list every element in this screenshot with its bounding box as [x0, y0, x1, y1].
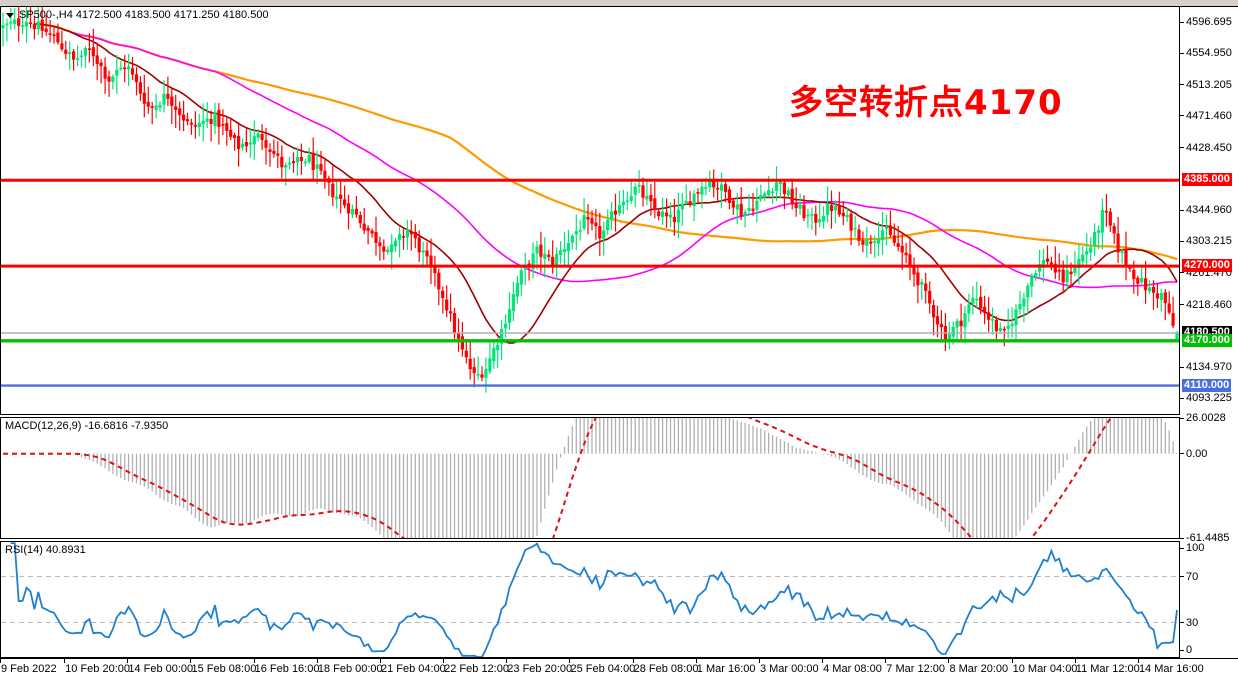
rsi-axis[interactable]: 100 70 30 0 [1180, 541, 1238, 658]
rsi-axis-tick: 30 [1180, 616, 1199, 629]
time-axis-tick [758, 659, 760, 663]
time-axis-label: 11 Mar 12:00 [1075, 663, 1140, 675]
price-axis-tick: 4471.460 [1180, 109, 1232, 122]
time-axis-label: 9 Feb 2022 [1, 663, 57, 675]
time-axis-tick [0, 659, 1, 663]
time-axis-tick [379, 659, 381, 663]
macd-label: MACD(12,26,9) -16.6816 -7.9350 [5, 420, 169, 432]
chart-annotation-text: 多空转折点4170 [789, 83, 1063, 123]
rsi-axis-tick-label: 30 [1186, 616, 1199, 629]
price-axis-tick: 4513.205 [1180, 78, 1232, 91]
time-axis-label: 3 Mar 00:00 [759, 663, 819, 675]
chart-menu-triangle-icon[interactable] [6, 13, 14, 18]
time-axis-label: 14 Feb 00:00 [128, 663, 194, 675]
price-axis-tick-label: 4093.225 [1186, 392, 1232, 405]
symbol-ohlc-label: SP500-,H4 4172.500 4183.500 4171.250 418… [19, 9, 269, 21]
price-axis-tick-label: 4261.470 [1186, 266, 1232, 279]
time-axis-tick [822, 659, 824, 663]
macd-panel[interactable]: MACD(12,26,9) -16.6816 -7.9350 [0, 417, 1180, 539]
price-axis-tick: 4218.460 [1180, 298, 1232, 311]
time-axis-tick [1137, 659, 1139, 663]
macd-axis-tick: 0.00 [1180, 447, 1208, 460]
price-axis[interactable]: 4596.695 4554.950 4513.205 4471.460 4428.450… [1180, 6, 1238, 415]
price-axis-tick: 4428.450 [1180, 141, 1232, 154]
rsi-axis-tick: 0 [1180, 644, 1193, 656]
time-axis-label: 10 Mar 04:00 [1012, 663, 1078, 675]
time-axis-tick [64, 659, 66, 663]
price-axis-tick-label: 4303.215 [1186, 235, 1232, 248]
rsi-axis-tick-label: 0 [1186, 644, 1193, 656]
time-axis-label: 25 Feb 04:00 [570, 663, 636, 675]
macd-svg [3, 418, 1178, 538]
price-axis-tick-label: 4218.460 [1186, 298, 1232, 311]
price-axis-tick: 4093.225 [1180, 392, 1232, 405]
price-level-badge[interactable]: 4385.000 [1182, 173, 1232, 187]
price-axis-tick: 4134.970 [1180, 360, 1232, 373]
time-axis-label: 8 Mar 20:00 [949, 663, 1009, 675]
macd-axis-tick-label: 26.0028 [1186, 412, 1226, 424]
time-axis-tick [190, 659, 192, 663]
rsi-axis-tick: 100 [1180, 542, 1205, 554]
price-axis-tick: 4261.470 [1180, 266, 1232, 279]
time-axis-tick [316, 659, 318, 663]
time-axis-tick [885, 659, 887, 663]
time-axis-tick [1011, 659, 1013, 663]
price-candlestick-svg [1, 7, 1179, 393]
price-axis-tick-label: 4596.695 [1186, 16, 1232, 29]
time-axis-tick [443, 659, 445, 663]
time-axis-label: 4 Mar 08:00 [823, 663, 882, 675]
macd-axis-tick: -61.4485 [1180, 532, 1230, 544]
rsi-label: RSI(14) 40.8931 [5, 544, 86, 556]
time-axis-tick [632, 659, 634, 663]
macd-axis[interactable]: 26.0028 0.00 -61.4485 [1180, 413, 1238, 544]
time-axis-label: 10 Feb 20:00 [65, 663, 130, 675]
time-axis-tick [948, 659, 950, 663]
rsi-panel[interactable]: RSI(14) 40.8931 [0, 541, 1180, 658]
rsi-svg [1, 542, 1179, 657]
price-axis-tick: 4303.215 [1180, 235, 1232, 248]
time-axis-label: 7 Mar 12:00 [886, 663, 945, 675]
time-axis-tick [253, 659, 255, 663]
time-axis-label: 15 Feb 08:00 [191, 663, 257, 675]
price-axis-tick-label: 4344.960 [1186, 204, 1232, 217]
macd-axis-tick: 26.0028 [1180, 412, 1226, 424]
price-axis-tick-label: 4513.205 [1186, 78, 1232, 91]
macd-axis-tick-label: -61.4485 [1186, 532, 1230, 544]
time-axis-label: 14 Mar 16:00 [1138, 663, 1204, 675]
price-axis-tick: 4554.950 [1180, 47, 1232, 60]
time-axis-tick [695, 659, 697, 663]
price-axis-tick: 4344.960 [1180, 204, 1232, 217]
price-axis-tick-label: 4428.450 [1186, 141, 1232, 154]
rsi-axis-tick-label: 100 [1186, 542, 1205, 554]
rsi-axis-tick: 70 [1180, 570, 1199, 583]
time-axis-label: 21 Feb 04:00 [380, 663, 446, 675]
time-axis-label: 18 Feb 00:00 [317, 663, 383, 675]
rsi-axis-tick-label: 70 [1186, 570, 1199, 583]
time-axis-label: 28 Feb 08:00 [633, 663, 699, 675]
time-axis-label: 22 Feb 12:00 [444, 663, 509, 675]
price-chart-panel[interactable]: SP500-,H4 4172.500 4183.500 4171.250 418… [0, 6, 1180, 415]
time-axis-label: 23 Feb 20:00 [507, 663, 573, 675]
time-axis-label: 1 Mar 16:00 [696, 663, 756, 675]
price-axis-tick-label: 4554.950 [1186, 47, 1232, 60]
price-axis-tick-label: 4134.970 [1186, 360, 1232, 373]
macd-axis-tick-label: 0.00 [1186, 447, 1208, 460]
time-axis-tick [127, 659, 129, 663]
price-level-badge[interactable]: 4270.000 [1182, 259, 1232, 273]
time-axis-tick [1074, 659, 1076, 663]
price-level-badge[interactable]: 4110.000 [1182, 378, 1232, 392]
price-axis-tick: 4596.695 [1180, 16, 1232, 29]
time-axis-tick [569, 659, 571, 663]
price-axis-tick-label: 4471.460 [1186, 109, 1232, 122]
time-axis-label: 16 Feb 16:00 [254, 663, 320, 675]
time-axis[interactable]: 9 Feb 2022 10 Feb 20:00 14 Feb 00:00 15 Feb… [0, 658, 1238, 690]
time-axis-tick [506, 659, 508, 663]
price-level-badge[interactable]: 4170.000 [1182, 333, 1232, 347]
